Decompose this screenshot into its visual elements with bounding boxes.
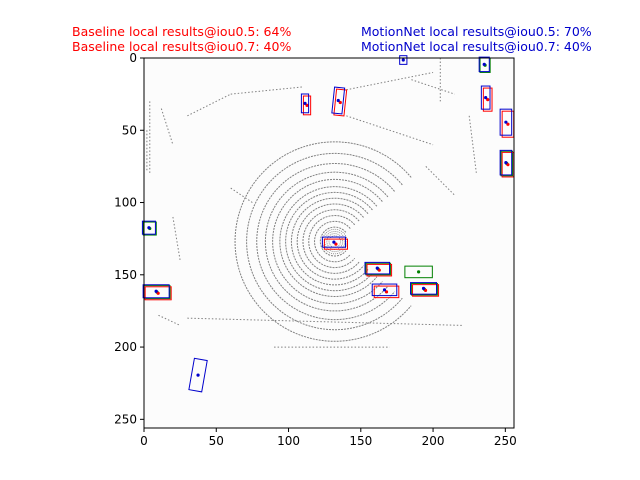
- box-center-baseline-11: [384, 290, 389, 294]
- point-cloud-segment: [468, 115, 477, 174]
- point-cloud-ring: [279, 186, 378, 297]
- box-baseline-11: [373, 285, 400, 299]
- box-center-baseline-13: [156, 291, 160, 295]
- box-ground_truth-6: [500, 150, 514, 177]
- box-baseline-12: [412, 284, 440, 297]
- box-center-motionnet-1: [482, 62, 486, 66]
- point-cloud-ring: [234, 141, 412, 342]
- x-tick-label: 250: [494, 434, 517, 448]
- box-baseline-2: [482, 87, 493, 112]
- box-center-motionnet-9: [375, 266, 379, 270]
- y-tick-label: 50: [122, 123, 137, 137]
- box-center-motionnet-2: [484, 96, 488, 100]
- point-cloud-segment: [187, 93, 231, 117]
- box-center-ground_truth-10: [417, 270, 421, 274]
- point-cloud-ring: [319, 226, 347, 257]
- box-center-baseline-5: [506, 122, 510, 126]
- y-tick-label: 250: [114, 412, 137, 426]
- point-cloud-segment: [411, 79, 455, 95]
- box-center-baseline-12: [423, 288, 428, 293]
- box-ground_truth-7: [142, 221, 157, 236]
- x-tick-label: 0: [140, 434, 148, 448]
- box-motionnet-4: [331, 86, 346, 115]
- box-motionnet-14: [188, 357, 208, 393]
- motionnet-iou05-text: MotionNet local results@iou0.5: 70%: [361, 24, 592, 39]
- y-tick-label: 0: [129, 51, 137, 65]
- box-center-motionnet-5: [504, 120, 508, 124]
- point-cloud-ring: [256, 163, 395, 321]
- box-center-motionnet-0: [401, 58, 405, 62]
- point-cloud-ring: [291, 197, 369, 286]
- x-tick-label: 50: [209, 434, 224, 448]
- box-motionnet-7: [141, 220, 156, 235]
- box-baseline-4: [333, 88, 348, 117]
- box-center-motionnet-13: [154, 289, 158, 293]
- plot-frame: [143, 57, 515, 429]
- x-tick-label: 100: [277, 434, 300, 448]
- box-motionnet-6: [499, 149, 513, 176]
- point-cloud-segment: [158, 314, 181, 326]
- box-center-motionnet-4: [336, 98, 340, 103]
- point-cloud-segment: [187, 317, 462, 326]
- box-motionnet-8: [321, 236, 346, 248]
- point-cloud-ring: [272, 178, 383, 305]
- box-motionnet-9: [364, 261, 391, 275]
- point-cloud-inner-ring: [324, 231, 346, 253]
- box-center-motionnet-6: [504, 161, 508, 165]
- box-center-baseline-2: [486, 98, 490, 102]
- box-ground_truth-10: [404, 265, 433, 279]
- point-cloud-segment: [346, 71, 434, 91]
- point-cloud-segment: [172, 216, 181, 261]
- point-cloud-segment: [346, 115, 434, 146]
- point-cloud-segment: [160, 108, 174, 145]
- point-cloud-ring: [264, 171, 389, 312]
- point-cloud-segment: [230, 86, 304, 95]
- point-cloud-ring: [302, 209, 360, 274]
- box-baseline-3: [302, 95, 312, 116]
- box-baseline-9: [366, 263, 393, 277]
- box-center-baseline-8: [334, 242, 338, 246]
- box-center-baseline-3: [305, 103, 309, 108]
- box-center-baseline-9: [377, 268, 381, 272]
- x-tick-label: 200: [422, 434, 445, 448]
- box-motionnet-12: [410, 282, 438, 295]
- box-motionnet-2: [480, 85, 491, 110]
- point-cloud-segment: [230, 187, 253, 203]
- box-center-motionnet-11: [382, 288, 387, 292]
- box-ground_truth-12: [410, 282, 438, 296]
- box-motionnet-5: [499, 108, 513, 136]
- box-baseline-13: [144, 286, 172, 301]
- box-motionnet-13: [142, 284, 170, 299]
- y-tick-label: 200: [114, 340, 137, 354]
- y-tick-label: 150: [114, 268, 137, 282]
- x-tick-label: 150: [349, 434, 372, 448]
- motionnet-header: MotionNet local results@iou0.5: 70% Moti…: [361, 24, 592, 54]
- baseline-header: Baseline local results@iou0.5: 64% Basel…: [72, 24, 291, 54]
- box-center-motionnet-8: [332, 240, 336, 244]
- y-tick-label: 100: [114, 196, 137, 210]
- box-center-baseline-6: [506, 163, 510, 167]
- box-motionnet-11: [371, 283, 398, 297]
- point-cloud-ring: [308, 215, 356, 269]
- box-center-motionnet-12: [421, 286, 426, 290]
- motionnet-iou07-text: MotionNet local results@iou0.7: 40%: [361, 39, 592, 54]
- box-motionnet-0: [399, 55, 408, 65]
- box-motionnet-3: [300, 93, 310, 114]
- box-center-baseline-4: [338, 100, 342, 105]
- baseline-iou05-text: Baseline local results@iou0.5: 64%: [72, 24, 292, 39]
- box-center-motionnet-3: [303, 101, 307, 105]
- point-cloud-ring: [285, 191, 373, 292]
- box-baseline-8: [323, 238, 348, 250]
- box-center-motionnet-14: [196, 373, 200, 377]
- box-center-motionnet-7: [147, 226, 151, 230]
- box-motionnet-1: [478, 56, 490, 73]
- point-cloud-ring: [314, 220, 351, 263]
- point-cloud-ring: [296, 203, 364, 280]
- point-cloud-ring: [246, 152, 403, 331]
- box-ground_truth-9: [365, 262, 391, 276]
- detection-boxes-layer: [141, 55, 515, 393]
- baseline-iou07-text: Baseline local results@iou0.7: 40%: [72, 39, 292, 54]
